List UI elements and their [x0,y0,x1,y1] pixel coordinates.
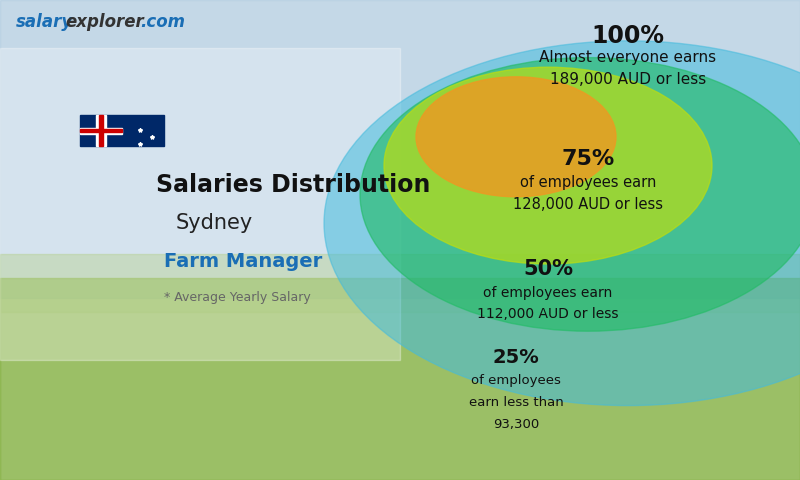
Text: .com: .com [140,12,185,31]
Text: of employees earn: of employees earn [520,175,656,190]
Circle shape [384,67,712,264]
Circle shape [416,77,616,197]
Bar [98,115,103,146]
Text: salary: salary [16,12,74,31]
Text: Almost everyone earns: Almost everyone earns [539,50,717,65]
Bar [80,130,122,132]
Text: 189,000 AUD or less: 189,000 AUD or less [550,72,706,87]
Bar [0,0,800,298]
Circle shape [324,41,800,406]
Text: Sydney: Sydney [176,213,254,233]
Text: 50%: 50% [523,259,573,279]
Text: earn less than: earn less than [469,396,563,409]
Bar [0,48,400,360]
Bar [80,115,164,146]
Text: 112,000 AUD or less: 112,000 AUD or less [478,307,618,321]
Bar [80,128,122,134]
Bar [96,115,106,146]
Text: 93,300: 93,300 [493,418,539,431]
Circle shape [360,58,800,331]
Text: Farm Manager: Farm Manager [164,252,322,271]
Bar [0,254,800,312]
Text: explorer: explorer [66,12,144,31]
Text: Salaries Distribution: Salaries Distribution [156,173,430,197]
Text: 75%: 75% [562,149,614,169]
Text: of employees earn: of employees earn [483,286,613,300]
Bar [0,278,800,480]
Text: * Average Yearly Salary: * Average Yearly Salary [164,291,310,304]
Text: 128,000 AUD or less: 128,000 AUD or less [513,197,663,212]
Text: of employees: of employees [471,374,561,387]
Text: 100%: 100% [591,24,665,48]
Text: 25%: 25% [493,348,539,367]
